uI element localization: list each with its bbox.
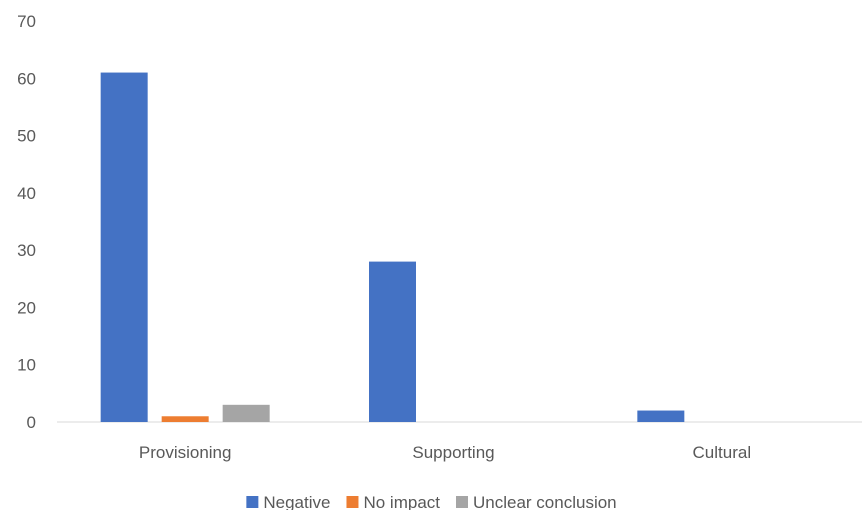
legend-item: Unclear conclusion [456, 493, 617, 510]
bar-unclear-conclusion-provisioning [222, 404, 270, 422]
bar-negative-cultural [637, 410, 685, 422]
legend: Negative No impact Unclear conclusion [246, 493, 617, 510]
legend-label: Unclear conclusion [473, 493, 617, 510]
x-category-label: Provisioning [139, 443, 232, 462]
x-axis-category-labels: Provisioning Supporting Cultural [139, 443, 751, 462]
legend-item: No impact [346, 493, 440, 510]
legend-swatch [246, 496, 259, 508]
y-axis-tick-labels: 0 10 20 30 40 50 60 70 [17, 12, 36, 432]
y-tick-label: 40 [17, 184, 36, 203]
y-tick-label: 20 [17, 298, 36, 317]
bars [100, 72, 685, 423]
legend-label: Negative [263, 493, 330, 510]
y-tick-label: 30 [17, 241, 36, 260]
y-tick-label: 10 [17, 356, 36, 375]
x-category-label: Supporting [412, 443, 494, 462]
bar-no-impact-provisioning [161, 416, 209, 422]
bar-negative-supporting [369, 261, 416, 422]
legend-item: Negative [246, 493, 330, 510]
y-tick-label: 70 [17, 12, 36, 31]
y-tick-label: 50 [17, 127, 36, 146]
y-tick-label: 0 [27, 413, 36, 432]
legend-label: No impact [363, 493, 440, 510]
legend-swatch [346, 496, 359, 508]
bar-negative-provisioning [100, 72, 148, 423]
x-category-label: Cultural [693, 443, 752, 462]
y-tick-label: 60 [17, 69, 36, 88]
legend-swatch [456, 496, 468, 508]
